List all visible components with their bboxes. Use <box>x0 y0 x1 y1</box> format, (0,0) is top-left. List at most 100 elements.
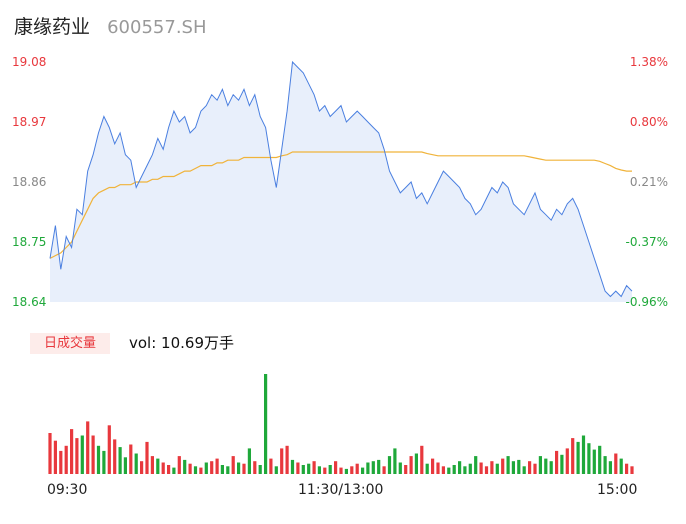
volume-bar <box>393 448 397 474</box>
percent-tick-label: 0.21% <box>629 175 668 189</box>
volume-bar <box>134 453 138 474</box>
stock-name: 康缘药业 <box>14 16 91 38</box>
volume-bar <box>447 467 451 474</box>
volume-bar <box>425 463 429 474</box>
volume-bar <box>522 466 526 474</box>
volume-bar <box>253 461 257 474</box>
volume-bar <box>468 463 472 474</box>
volume-bar <box>571 438 575 474</box>
price-area <box>50 62 632 302</box>
volume-bar <box>210 461 214 474</box>
volume-bar <box>274 466 278 474</box>
volume-bar <box>204 462 208 474</box>
percent-tick-label: 1.38% <box>629 55 668 69</box>
volume-bar <box>528 461 532 474</box>
volume-bar <box>436 462 440 474</box>
volume-bar <box>420 445 424 474</box>
volume-bar <box>140 461 144 474</box>
volume-bar <box>301 465 305 474</box>
volume-bar <box>355 463 359 474</box>
volume-bar <box>237 462 241 474</box>
volume-bar <box>506 456 510 474</box>
price-tick-label: 18.97 <box>12 115 47 129</box>
volume-bar <box>625 463 629 474</box>
volume-bar <box>495 463 499 474</box>
volume-bar <box>350 466 354 474</box>
volume-bar <box>231 456 235 474</box>
volume-bar <box>129 444 133 474</box>
volume-bar <box>75 438 79 474</box>
volume-bar <box>172 467 176 474</box>
volume-bar <box>59 450 63 474</box>
volume-bar <box>608 461 612 474</box>
volume-bar <box>269 458 273 474</box>
volume-tab[interactable]: 日成交量 <box>30 333 110 354</box>
price-line <box>49 60 633 298</box>
volume-bar <box>70 429 74 474</box>
volume-bar <box>517 459 521 474</box>
volume-bar <box>312 461 316 474</box>
volume-bar <box>371 461 375 474</box>
volume-bar <box>484 466 489 474</box>
average-price-line <box>49 151 632 259</box>
volume-bar <box>285 445 289 474</box>
volume-bar <box>107 425 111 474</box>
volume-bar <box>366 462 370 474</box>
volume-bar <box>317 466 321 474</box>
volume-bar <box>188 463 192 474</box>
volume-bar <box>215 458 219 474</box>
volume-bar <box>91 435 95 474</box>
price-tick-label: 18.64 <box>12 295 47 309</box>
volume-bar <box>113 439 117 474</box>
volume-bar <box>501 458 505 474</box>
volume-bar <box>96 445 101 474</box>
volume-bar <box>479 462 483 474</box>
volume-bar <box>511 461 515 474</box>
volume-bar <box>474 456 478 474</box>
volume-bar <box>226 466 230 474</box>
volume-bar <box>48 433 52 474</box>
volume-bar <box>193 466 198 474</box>
time-axis-label: 09:30 <box>47 482 88 498</box>
volume-readout: vol: 10.69万手 <box>129 332 234 353</box>
title-row: 康缘药业 600557.SH <box>14 12 207 40</box>
volume-bar <box>86 421 90 474</box>
volume-bar <box>592 449 596 474</box>
volume-bar <box>587 443 591 474</box>
volume-bar <box>377 459 381 474</box>
volume-bar <box>167 465 171 474</box>
percent-tick-label: -0.37% <box>625 235 668 249</box>
volume-bar <box>264 374 268 474</box>
volume-bar <box>387 456 392 474</box>
volume-bar <box>64 445 68 474</box>
volume-bar <box>544 458 548 474</box>
volume-bar <box>490 461 494 474</box>
volume-bar <box>549 461 553 474</box>
price-tick-label: 19.08 <box>12 55 47 69</box>
volume-bar <box>344 468 348 474</box>
volume-bar <box>53 440 57 474</box>
volume-bar <box>156 458 160 474</box>
volume-bar <box>177 456 181 474</box>
volume-bar <box>118 447 122 474</box>
volume-bar <box>102 450 106 474</box>
price-tick-label: 18.75 <box>12 235 47 249</box>
volume-bar <box>576 441 580 474</box>
volume-bar <box>538 456 542 474</box>
volume-bar <box>290 459 295 474</box>
time-axis-label: 15:00 <box>597 482 638 498</box>
volume-bar <box>334 461 338 474</box>
volume-bar <box>458 461 462 474</box>
volume-bar <box>581 435 586 474</box>
volume-bar <box>398 462 402 474</box>
volume-bar <box>328 465 332 474</box>
volume-bar <box>414 453 418 474</box>
volume-bar <box>361 467 365 474</box>
volume-bar <box>431 458 435 474</box>
percent-tick-label: -0.96% <box>625 295 668 309</box>
volume-bar <box>404 465 408 474</box>
volume-bar <box>296 462 300 474</box>
volume-bar <box>603 456 607 474</box>
stock-code: 600557.SH <box>107 17 207 38</box>
volume-prefix: vol: <box>129 334 162 352</box>
